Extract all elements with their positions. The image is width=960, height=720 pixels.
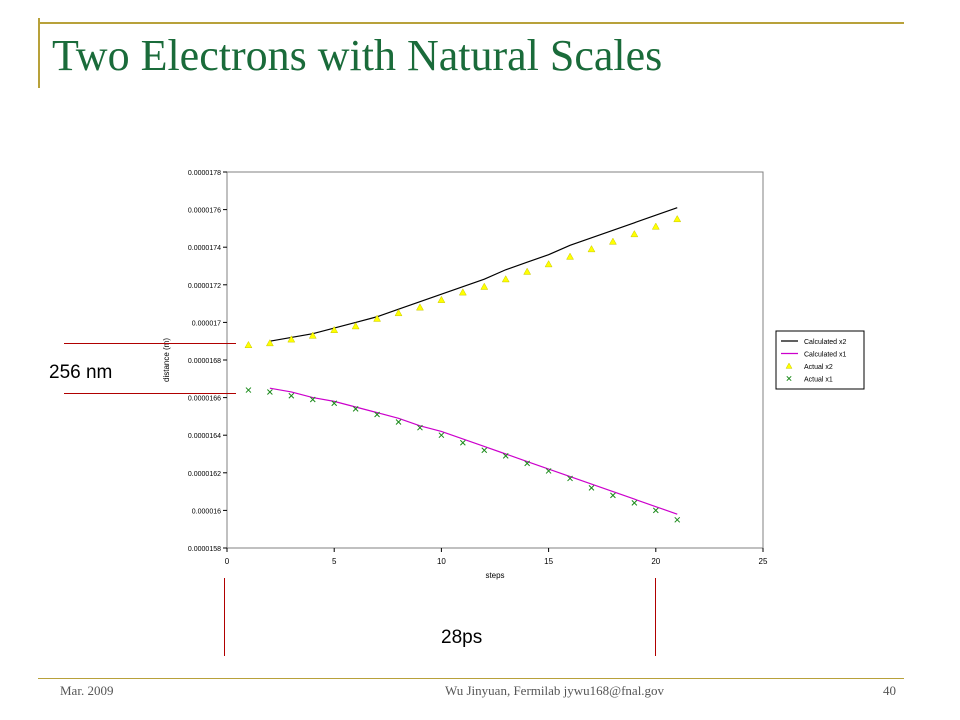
data-point-actual-x2 [673,214,682,223]
x-tick-label: 25 [759,557,768,566]
data-point-actual-x1 [481,447,488,454]
data-point-actual-x1 [288,392,295,399]
data-point-actual-x2 [373,314,382,322]
x-tick-label: 0 [225,557,230,566]
data-point-actual-x1 [245,387,252,393]
data-point-actual-x1 [352,406,359,412]
data-point-actual-x2 [330,325,339,333]
legend-label: Actual x1 [804,377,833,384]
data-point-actual-x2 [394,308,403,317]
y-tick-label: 0.000017 [192,320,221,327]
gap-marker-lower-line [64,393,236,394]
data-point-actual-x1 [567,475,573,482]
data-point-actual-x1 [674,516,681,523]
y-tick-label: 0.0000174 [188,245,221,252]
data-point-actual-x1 [545,468,552,474]
data-point-actual-x2 [544,260,553,268]
footer-date: Mar. 2009 [60,683,114,698]
data-point-actual-x1 [502,453,509,459]
legend-swatch [786,375,792,382]
y-tick-label: 0.0000162 [188,471,221,478]
data-point-actual-x2 [523,267,532,275]
time-marker-right-line [655,578,656,656]
data-point-actual-x2 [651,222,660,230]
data-point-actual-x1 [438,432,445,439]
legend-label: Calculated x2 [804,339,847,346]
y-tick-label: 0.0000178 [188,170,221,177]
data-point-actual-x2 [287,335,296,343]
data-point-actual-x2 [265,339,274,347]
x-tick-label: 20 [651,557,660,566]
data-point-actual-x1 [588,484,595,491]
data-point-actual-x1 [610,492,616,499]
legend-label: Actual x2 [804,364,833,371]
legend-swatch [785,362,793,369]
y-tick-label: 0.0000166 [188,396,221,403]
data-point-actual-x1 [417,424,423,431]
y-tick-label: 0.0000158 [188,546,221,553]
time-span-label: 28ps [441,627,483,648]
data-point-actual-x2 [608,237,617,245]
title-decoration-vertical [38,18,40,88]
data-point-actual-x2 [351,322,360,330]
series-line-calculated-x1 [269,387,678,515]
x-tick-label: 10 [437,557,446,566]
x-tick-label: 15 [544,557,553,566]
data-point-actual-x1 [309,396,316,403]
data-point-actual-x1 [631,500,638,506]
y-tick-label: 0.0000168 [188,358,221,365]
series-line-calculated-x2 [269,207,678,342]
x-tick-label: 5 [332,557,337,566]
data-point-actual-x2 [587,245,596,253]
data-point-actual-x1 [652,507,659,514]
data-point-actual-x2 [458,288,467,296]
data-point-actual-x2 [244,340,253,349]
data-point-actual-x1 [459,439,466,446]
data-point-actual-x2 [437,295,446,303]
y-tick-label: 0.000016 [192,508,221,515]
footer-divider [38,678,904,679]
y-tick-label: 0.0000172 [188,283,221,290]
time-marker-left-line [224,578,225,656]
data-point-actual-x2 [308,331,317,339]
page-number: 40 [883,683,896,698]
data-point-actual-x1 [374,411,380,418]
gap-marker-upper-line [64,343,236,344]
footer-author: Wu Jinyuan, Fermilab jywu168@fnal.gov [445,683,665,698]
data-point-actual-x1 [524,460,531,467]
data-point-actual-x2 [480,282,489,290]
title-decoration-horizontal [38,22,904,24]
plot-area [226,171,764,549]
data-point-actual-x2 [630,230,639,238]
slide-title: Two Electrons with Natural Scales [52,31,663,80]
distance-gap-label: 256 nm [49,362,113,383]
x-axis-label: steps [485,571,504,580]
data-point-actual-x2 [566,252,574,260]
y-tick-label: 0.0000176 [188,208,221,215]
y-axis-label: distance (m) [162,338,171,382]
legend-label: Calculated x1 [804,352,847,359]
data-point-actual-x1 [331,400,338,407]
data-point-actual-x1 [395,419,402,425]
data-point-actual-x2 [416,303,424,311]
data-point-actual-x1 [267,389,273,395]
data-point-actual-x2 [501,275,510,283]
y-tick-label: 0.0000164 [188,433,221,440]
